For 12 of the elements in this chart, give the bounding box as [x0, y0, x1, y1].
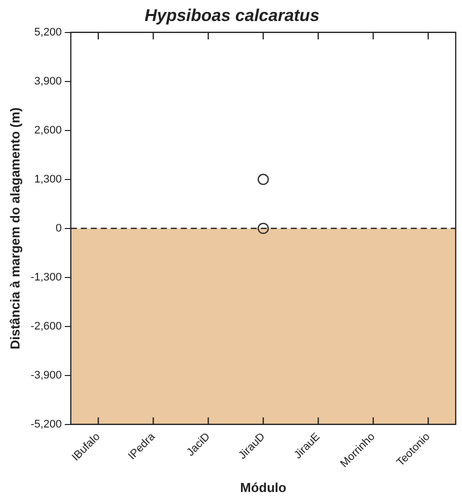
y-tick-label: 2,600	[34, 124, 62, 136]
x-axis-title: Módulo	[240, 480, 286, 495]
y-tick-label: -3,900	[30, 369, 62, 382]
chart-title: Hypsiboas calcaratus	[144, 6, 320, 25]
y-tick-label: 0	[56, 222, 62, 234]
y-tick-label: 3,900	[34, 75, 62, 88]
y-tick-label: 1,300	[34, 173, 62, 186]
y-tick-label: -1,300	[30, 271, 62, 284]
y-axis-title: Distância à margem do alagamento (m)	[7, 107, 22, 350]
y-tick-label: -2,600	[30, 320, 62, 332]
y-tick-label: 5,200	[34, 26, 62, 38]
y-tick-label: -5,200	[30, 418, 62, 430]
